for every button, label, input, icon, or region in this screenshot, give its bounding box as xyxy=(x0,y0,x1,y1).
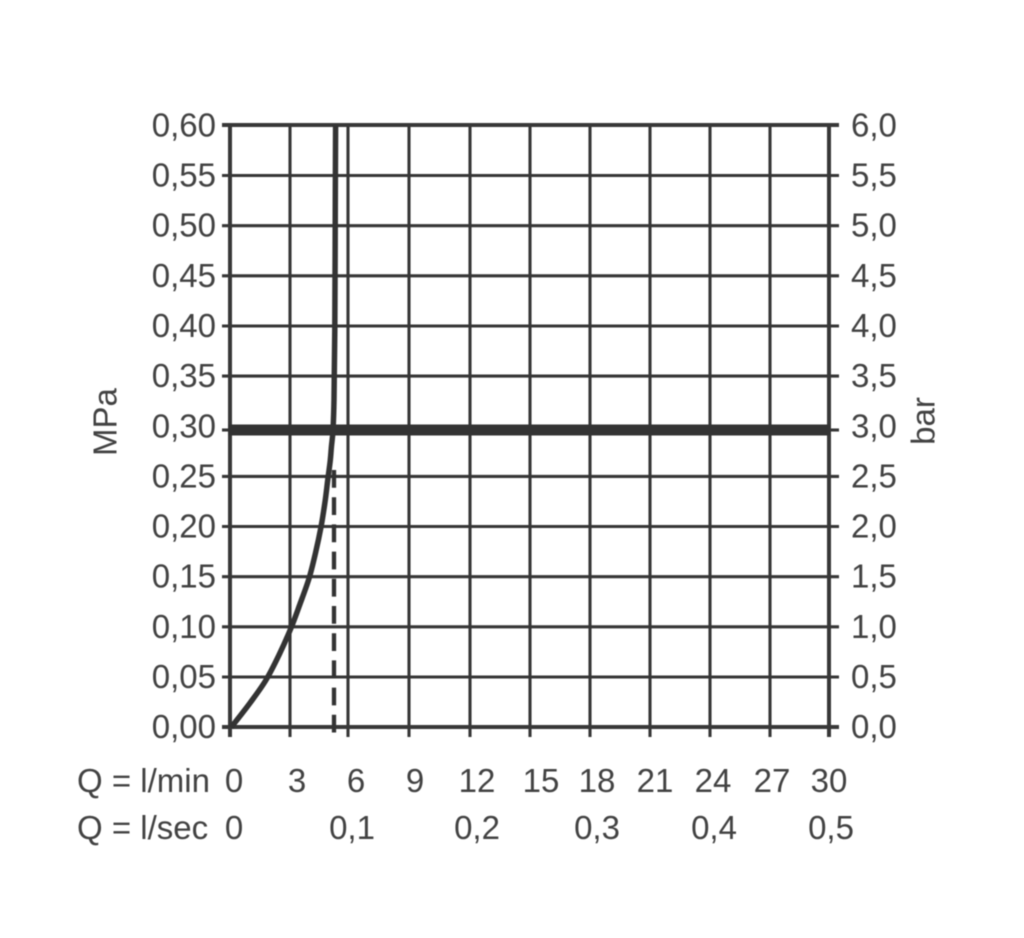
svg-text:0: 0 xyxy=(225,809,243,846)
svg-text:0,4: 0,4 xyxy=(691,809,737,846)
svg-text:0,00: 0,00 xyxy=(152,708,216,745)
svg-text:1,5: 1,5 xyxy=(851,558,897,595)
svg-text:12: 12 xyxy=(459,762,496,799)
svg-text:3: 3 xyxy=(288,762,306,799)
svg-text:MPa: MPa xyxy=(87,387,124,456)
svg-text:Q = l/sec: Q = l/sec xyxy=(77,809,208,846)
svg-text:0,50: 0,50 xyxy=(152,207,216,244)
svg-text:27: 27 xyxy=(754,762,791,799)
svg-text:1,0: 1,0 xyxy=(851,608,897,645)
svg-text:21: 21 xyxy=(637,762,674,799)
svg-text:0,20: 0,20 xyxy=(152,508,216,545)
svg-text:5,5: 5,5 xyxy=(851,157,897,194)
svg-text:6: 6 xyxy=(347,762,365,799)
svg-text:18: 18 xyxy=(579,762,616,799)
svg-text:24: 24 xyxy=(695,762,732,799)
svg-text:bar: bar xyxy=(905,397,942,445)
svg-text:0: 0 xyxy=(225,762,243,799)
svg-text:2,0: 2,0 xyxy=(851,508,897,545)
svg-text:30: 30 xyxy=(811,762,848,799)
svg-text:0,35: 0,35 xyxy=(152,357,216,394)
svg-text:0,1: 0,1 xyxy=(329,809,375,846)
svg-text:0,45: 0,45 xyxy=(152,257,216,294)
svg-text:0,60: 0,60 xyxy=(152,106,216,143)
svg-text:0,0: 0,0 xyxy=(851,708,897,745)
svg-text:0,55: 0,55 xyxy=(152,157,216,194)
svg-text:2,5: 2,5 xyxy=(851,457,897,494)
svg-text:0,05: 0,05 xyxy=(152,658,216,695)
svg-text:0,5: 0,5 xyxy=(851,658,897,695)
svg-text:0,40: 0,40 xyxy=(152,307,216,344)
svg-text:4,5: 4,5 xyxy=(851,257,897,294)
svg-text:6,0: 6,0 xyxy=(851,106,897,143)
svg-text:5,0: 5,0 xyxy=(851,207,897,244)
svg-text:0,3: 0,3 xyxy=(574,809,620,846)
svg-text:4,0: 4,0 xyxy=(851,307,897,344)
svg-text:0,10: 0,10 xyxy=(152,608,216,645)
svg-text:0,15: 0,15 xyxy=(152,558,216,595)
svg-text:0,5: 0,5 xyxy=(808,809,854,846)
svg-text:0,25: 0,25 xyxy=(152,457,216,494)
svg-text:15: 15 xyxy=(523,762,560,799)
svg-text:9: 9 xyxy=(406,762,424,799)
svg-text:Q = l/min: Q = l/min xyxy=(77,762,210,799)
svg-text:3,5: 3,5 xyxy=(851,357,897,394)
svg-text:3,0: 3,0 xyxy=(851,407,897,444)
svg-text:0,2: 0,2 xyxy=(454,809,500,846)
svg-text:0,30: 0,30 xyxy=(152,407,216,444)
